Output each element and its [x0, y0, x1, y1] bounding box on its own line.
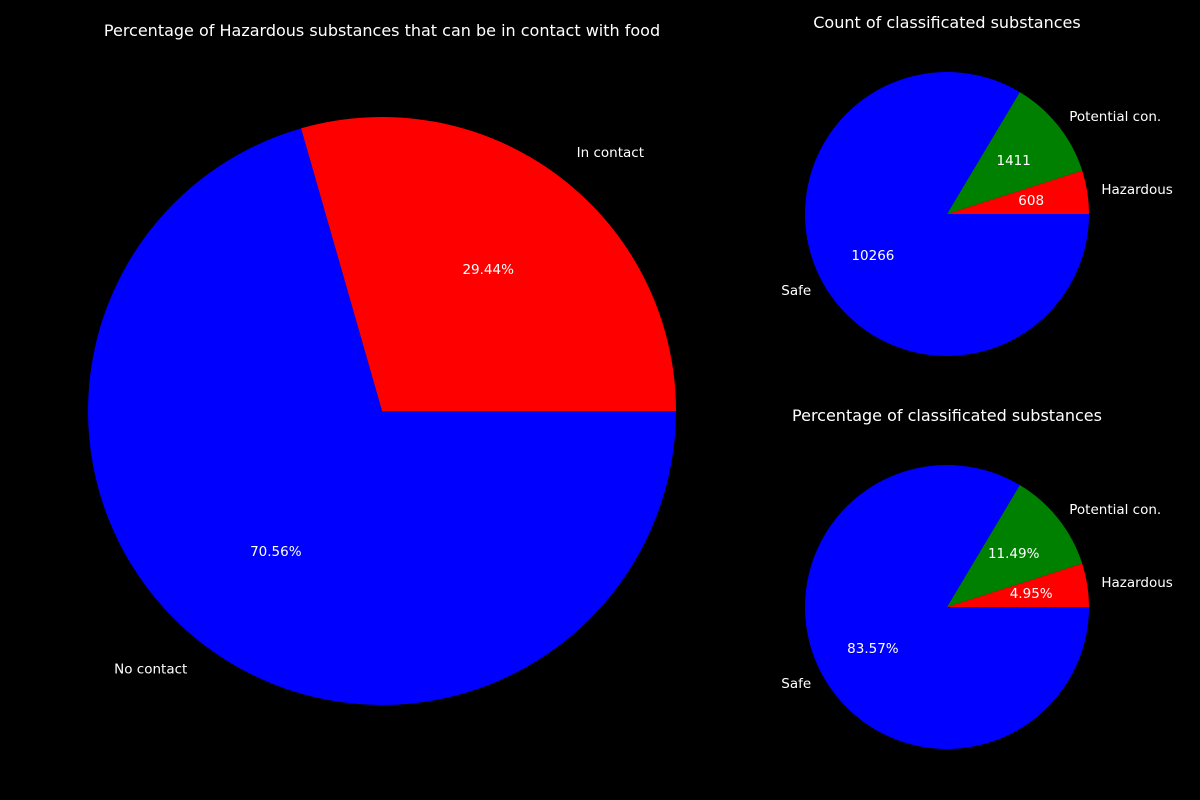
- chart-title: Percentage of classificated substances: [792, 406, 1102, 425]
- pie-chart-substance-count: Count of classificated substances 608 Haz…: [781, 13, 1173, 357]
- pie-labels: 608 Hazardous 1411 Potential con. 10266 Safe: [781, 109, 1173, 299]
- pie-slice-no-contact: [88, 128, 676, 706]
- pie-chart-substance-percentage: Percentage of classificated substances 4…: [781, 406, 1173, 750]
- pie-value-label: 29.44%: [462, 262, 514, 278]
- pie-category-label: No contact: [114, 661, 187, 677]
- pie-category-label: Hazardous: [1101, 182, 1173, 198]
- pie-slice-hazardous: [947, 170, 1090, 214]
- pie-slice-potential-con: [947, 92, 1083, 214]
- pie-category-label: In contact: [577, 145, 644, 161]
- pie-slice-potential-con: [947, 485, 1083, 607]
- pie-value-label: 11.49%: [988, 546, 1040, 562]
- pie-category-label: Safe: [781, 676, 811, 692]
- pie-value-label: 4.95%: [1010, 586, 1053, 602]
- pie-value-label: 70.56%: [250, 544, 302, 560]
- pie-slices: [804, 72, 1090, 357]
- pie-category-label: Safe: [781, 283, 811, 299]
- pie-value-label: 1411: [997, 153, 1031, 169]
- pie-category-label: Potential con.: [1069, 502, 1161, 518]
- pie-slice-hazardous: [947, 563, 1090, 607]
- pie-slice-in-contact: [301, 117, 676, 411]
- pie-slice-safe: [804, 72, 1089, 357]
- pie-slice-safe: [804, 465, 1089, 750]
- pie-value-label: 10266: [851, 248, 894, 264]
- pie-labels: 4.95% Hazardous 11.49% Potential con. 83.57%…: [781, 502, 1173, 692]
- pie-category-label: Hazardous: [1101, 575, 1173, 591]
- pie-slices: [88, 117, 676, 706]
- pie-chart-food-contact: Percentage of Hazardous substances that …: [88, 21, 676, 706]
- pie-slices: [804, 465, 1090, 750]
- pie-value-label: 608: [1018, 193, 1044, 209]
- pie-value-label: 83.57%: [847, 641, 899, 657]
- pie-labels: 29.44% In contact 70.56% No contact: [114, 145, 644, 678]
- pie-category-label: Potential con.: [1069, 109, 1161, 125]
- chart-title: Percentage of Hazardous substances that …: [104, 21, 660, 40]
- chart-title: Count of classificated substances: [813, 13, 1080, 32]
